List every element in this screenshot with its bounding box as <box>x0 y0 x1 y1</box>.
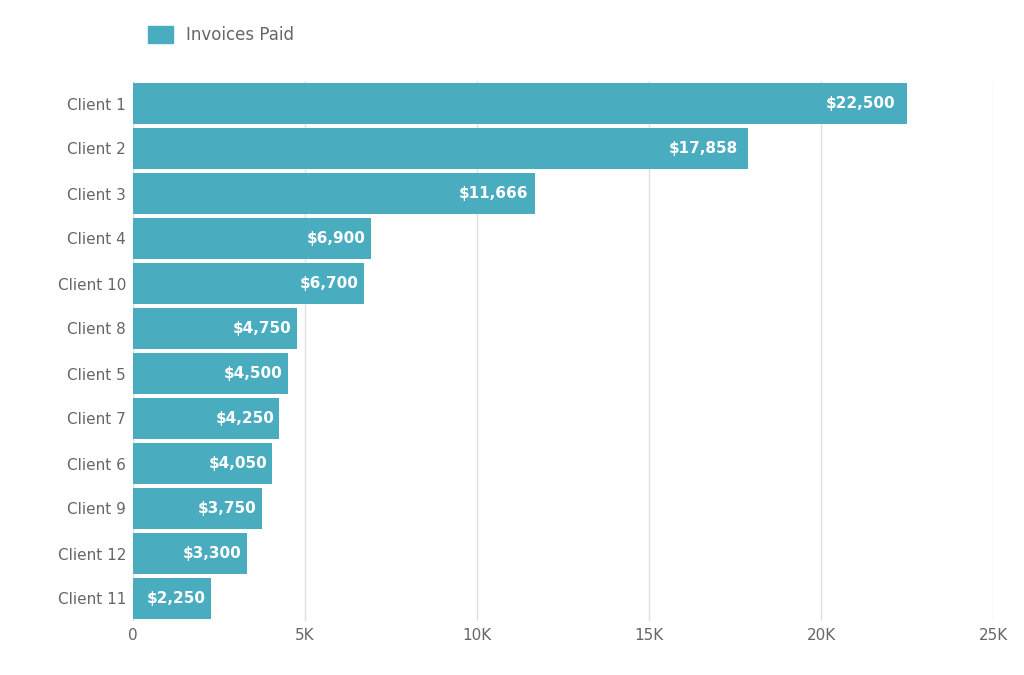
Bar <box>133 533 247 574</box>
Text: $3,750: $3,750 <box>199 501 257 516</box>
Text: $11,666: $11,666 <box>459 186 528 201</box>
Text: $17,858: $17,858 <box>669 141 738 156</box>
Bar <box>133 308 297 349</box>
Bar <box>133 488 262 529</box>
Bar <box>133 353 288 394</box>
Text: $4,750: $4,750 <box>232 321 292 336</box>
Text: $4,250: $4,250 <box>215 411 274 426</box>
Bar <box>133 263 364 304</box>
Text: $22,500: $22,500 <box>826 96 896 111</box>
Bar <box>133 443 272 484</box>
Bar <box>133 218 371 259</box>
Text: $2,250: $2,250 <box>146 591 206 606</box>
Text: $6,700: $6,700 <box>300 276 358 291</box>
Bar <box>133 128 748 169</box>
Text: $6,900: $6,900 <box>306 231 366 246</box>
Bar <box>133 578 211 619</box>
Legend: Invoices Paid: Invoices Paid <box>141 19 301 51</box>
Text: $4,050: $4,050 <box>209 456 267 471</box>
Text: $4,500: $4,500 <box>224 366 283 381</box>
Bar <box>133 398 280 439</box>
Text: $3,300: $3,300 <box>182 546 242 561</box>
Bar <box>133 173 535 214</box>
Bar <box>133 83 907 124</box>
